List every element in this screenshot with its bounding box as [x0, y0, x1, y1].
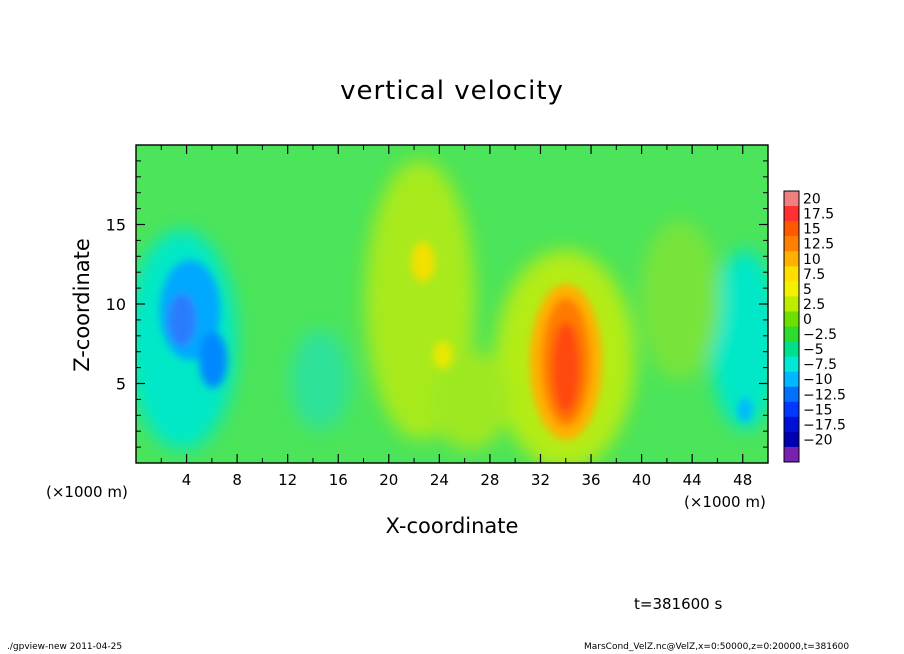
colorbar-label: 20: [803, 192, 821, 208]
colorbar-label: 15: [803, 222, 821, 238]
x-unit-left: (×1000 m): [46, 483, 128, 501]
field-blob: [168, 294, 196, 346]
chart-title: vertical velocity: [340, 76, 564, 106]
colorbar-swatch: [784, 431, 799, 448]
colorbar-label: 7.5: [803, 267, 825, 283]
colorbar-swatch: [784, 206, 799, 222]
field-blob: [433, 341, 453, 369]
colorbar-swatch: [784, 311, 799, 327]
x-axis: 4 8 12 16 20 24 28 32 36 40 44 48: [160, 145, 752, 489]
y-axis-label: Z-coordinate: [70, 238, 94, 372]
field-blob: [199, 332, 227, 388]
field-blob: [738, 398, 752, 422]
x-tick-label: 36: [581, 471, 600, 489]
colorbar-swatch: [784, 236, 799, 252]
colorbar-label: −5: [803, 342, 824, 358]
time-label: t=381600 s: [634, 595, 723, 613]
x-tick-label: 48: [733, 471, 752, 489]
colorbar-label: −7.5: [803, 357, 837, 373]
colorbar-label: 10: [803, 252, 821, 268]
colorbar-swatch: [784, 356, 799, 373]
x-tick-label: 20: [379, 471, 398, 489]
colorbar-label: 2.5: [803, 297, 825, 313]
x-tick-label: 16: [329, 471, 348, 489]
colorbar-swatch: [784, 401, 799, 418]
x-tick-label: 44: [683, 471, 702, 489]
colorbar-label: 12.5: [803, 237, 834, 253]
colorbar-swatch: [784, 371, 799, 388]
colorbar-swatch: [784, 191, 799, 207]
y-tick-label: 10: [106, 295, 126, 314]
colorbar-label: −12.5: [803, 387, 846, 403]
colorbar: 2017.51512.5107.552.50−2.5−5−7.5−10−12.5…: [783, 190, 846, 463]
plot-area: [136, 145, 768, 463]
colorbar-label: −20: [803, 432, 833, 448]
x-tick-label: 12: [278, 471, 297, 489]
colorbar-label: −2.5: [803, 327, 837, 343]
footer-right: MarsCond_VelZ.nc@VelZ,x=0:50000,z=0:2000…: [584, 642, 850, 652]
colorbar-swatch: [784, 341, 799, 358]
x-tick-label: 28: [480, 471, 499, 489]
x-tick-label: 4: [182, 471, 192, 489]
x-tick-label: 32: [531, 471, 550, 489]
field-blob: [430, 350, 510, 450]
x-tick-label: 24: [430, 471, 449, 489]
field-blob: [411, 242, 435, 282]
colorbar-swatch: [784, 281, 799, 297]
y-tick-label: 5: [116, 375, 126, 394]
colorbar-swatch: [784, 221, 799, 237]
colorbar-label: −15: [803, 402, 833, 418]
colorbar-swatch: [784, 446, 799, 463]
colorbar-label: 5: [803, 282, 812, 298]
colorbar-label: 0: [803, 312, 812, 328]
colorbar-label: −10: [803, 372, 833, 388]
y-tick-label: 15: [106, 216, 126, 235]
y-axis: 5 10 15: [106, 160, 768, 448]
colorbar-swatch: [784, 416, 799, 433]
colorbar-swatch: [784, 266, 799, 282]
field-blob: [710, 250, 768, 430]
colorbar-label: 17.5: [803, 207, 834, 223]
colorbar-swatch: [784, 251, 799, 267]
x-tick-label: 8: [232, 471, 242, 489]
x-tick-label: 40: [632, 471, 651, 489]
field-blob: [640, 220, 720, 380]
field-blob: [552, 322, 580, 414]
x-unit-right: (×1000 m): [684, 493, 766, 511]
colorbar-label: −17.5: [803, 417, 846, 433]
footer-left: ./gpview-new 2011-04-25: [7, 642, 123, 652]
x-axis-label: X-coordinate: [385, 514, 519, 538]
colorbar-swatch: [784, 326, 799, 343]
colorbar-swatch: [784, 296, 799, 312]
colorbar-swatch: [784, 386, 799, 403]
field-blob: [290, 330, 350, 430]
colorbar-frame: [783, 190, 800, 463]
